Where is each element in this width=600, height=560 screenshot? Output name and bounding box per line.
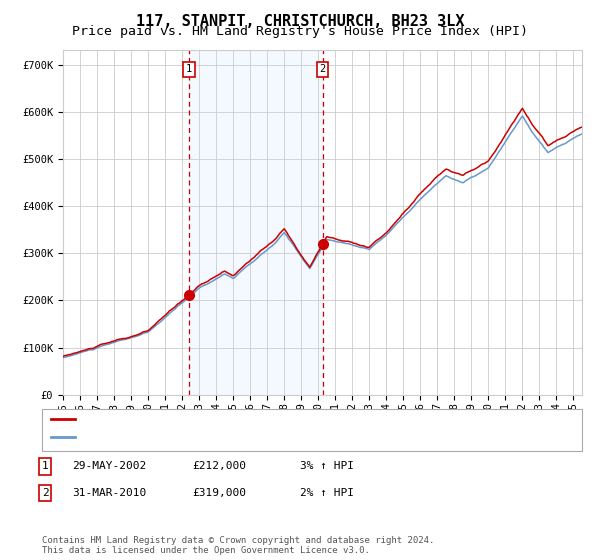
Text: 1: 1 — [186, 64, 192, 74]
Text: £319,000: £319,000 — [192, 488, 246, 498]
Text: This data is licensed under the Open Government Licence v3.0.: This data is licensed under the Open Gov… — [42, 547, 370, 556]
Text: 3% ↑ HPI: 3% ↑ HPI — [300, 461, 354, 472]
Text: £212,000: £212,000 — [192, 461, 246, 472]
Text: 117, STANPIT, CHRISTCHURCH, BH23 3LX (detached house): 117, STANPIT, CHRISTCHURCH, BH23 3LX (de… — [81, 414, 439, 424]
Text: Price paid vs. HM Land Registry's House Price Index (HPI): Price paid vs. HM Land Registry's House … — [72, 25, 528, 38]
Text: HPI: Average price, detached house, Bournemouth Christchurch and Poole: HPI: Average price, detached house, Bour… — [81, 432, 554, 442]
Text: Contains HM Land Registry data © Crown copyright and database right 2024.: Contains HM Land Registry data © Crown c… — [42, 536, 434, 545]
Bar — [189, 50, 322, 395]
Text: 1: 1 — [41, 461, 49, 472]
Text: 2: 2 — [41, 488, 49, 498]
Text: 31-MAR-2010: 31-MAR-2010 — [72, 488, 146, 498]
Text: 117, STANPIT, CHRISTCHURCH, BH23 3LX: 117, STANPIT, CHRISTCHURCH, BH23 3LX — [136, 14, 464, 29]
Text: 2% ↑ HPI: 2% ↑ HPI — [300, 488, 354, 498]
Text: 2: 2 — [319, 64, 326, 74]
Text: 29-MAY-2002: 29-MAY-2002 — [72, 461, 146, 472]
